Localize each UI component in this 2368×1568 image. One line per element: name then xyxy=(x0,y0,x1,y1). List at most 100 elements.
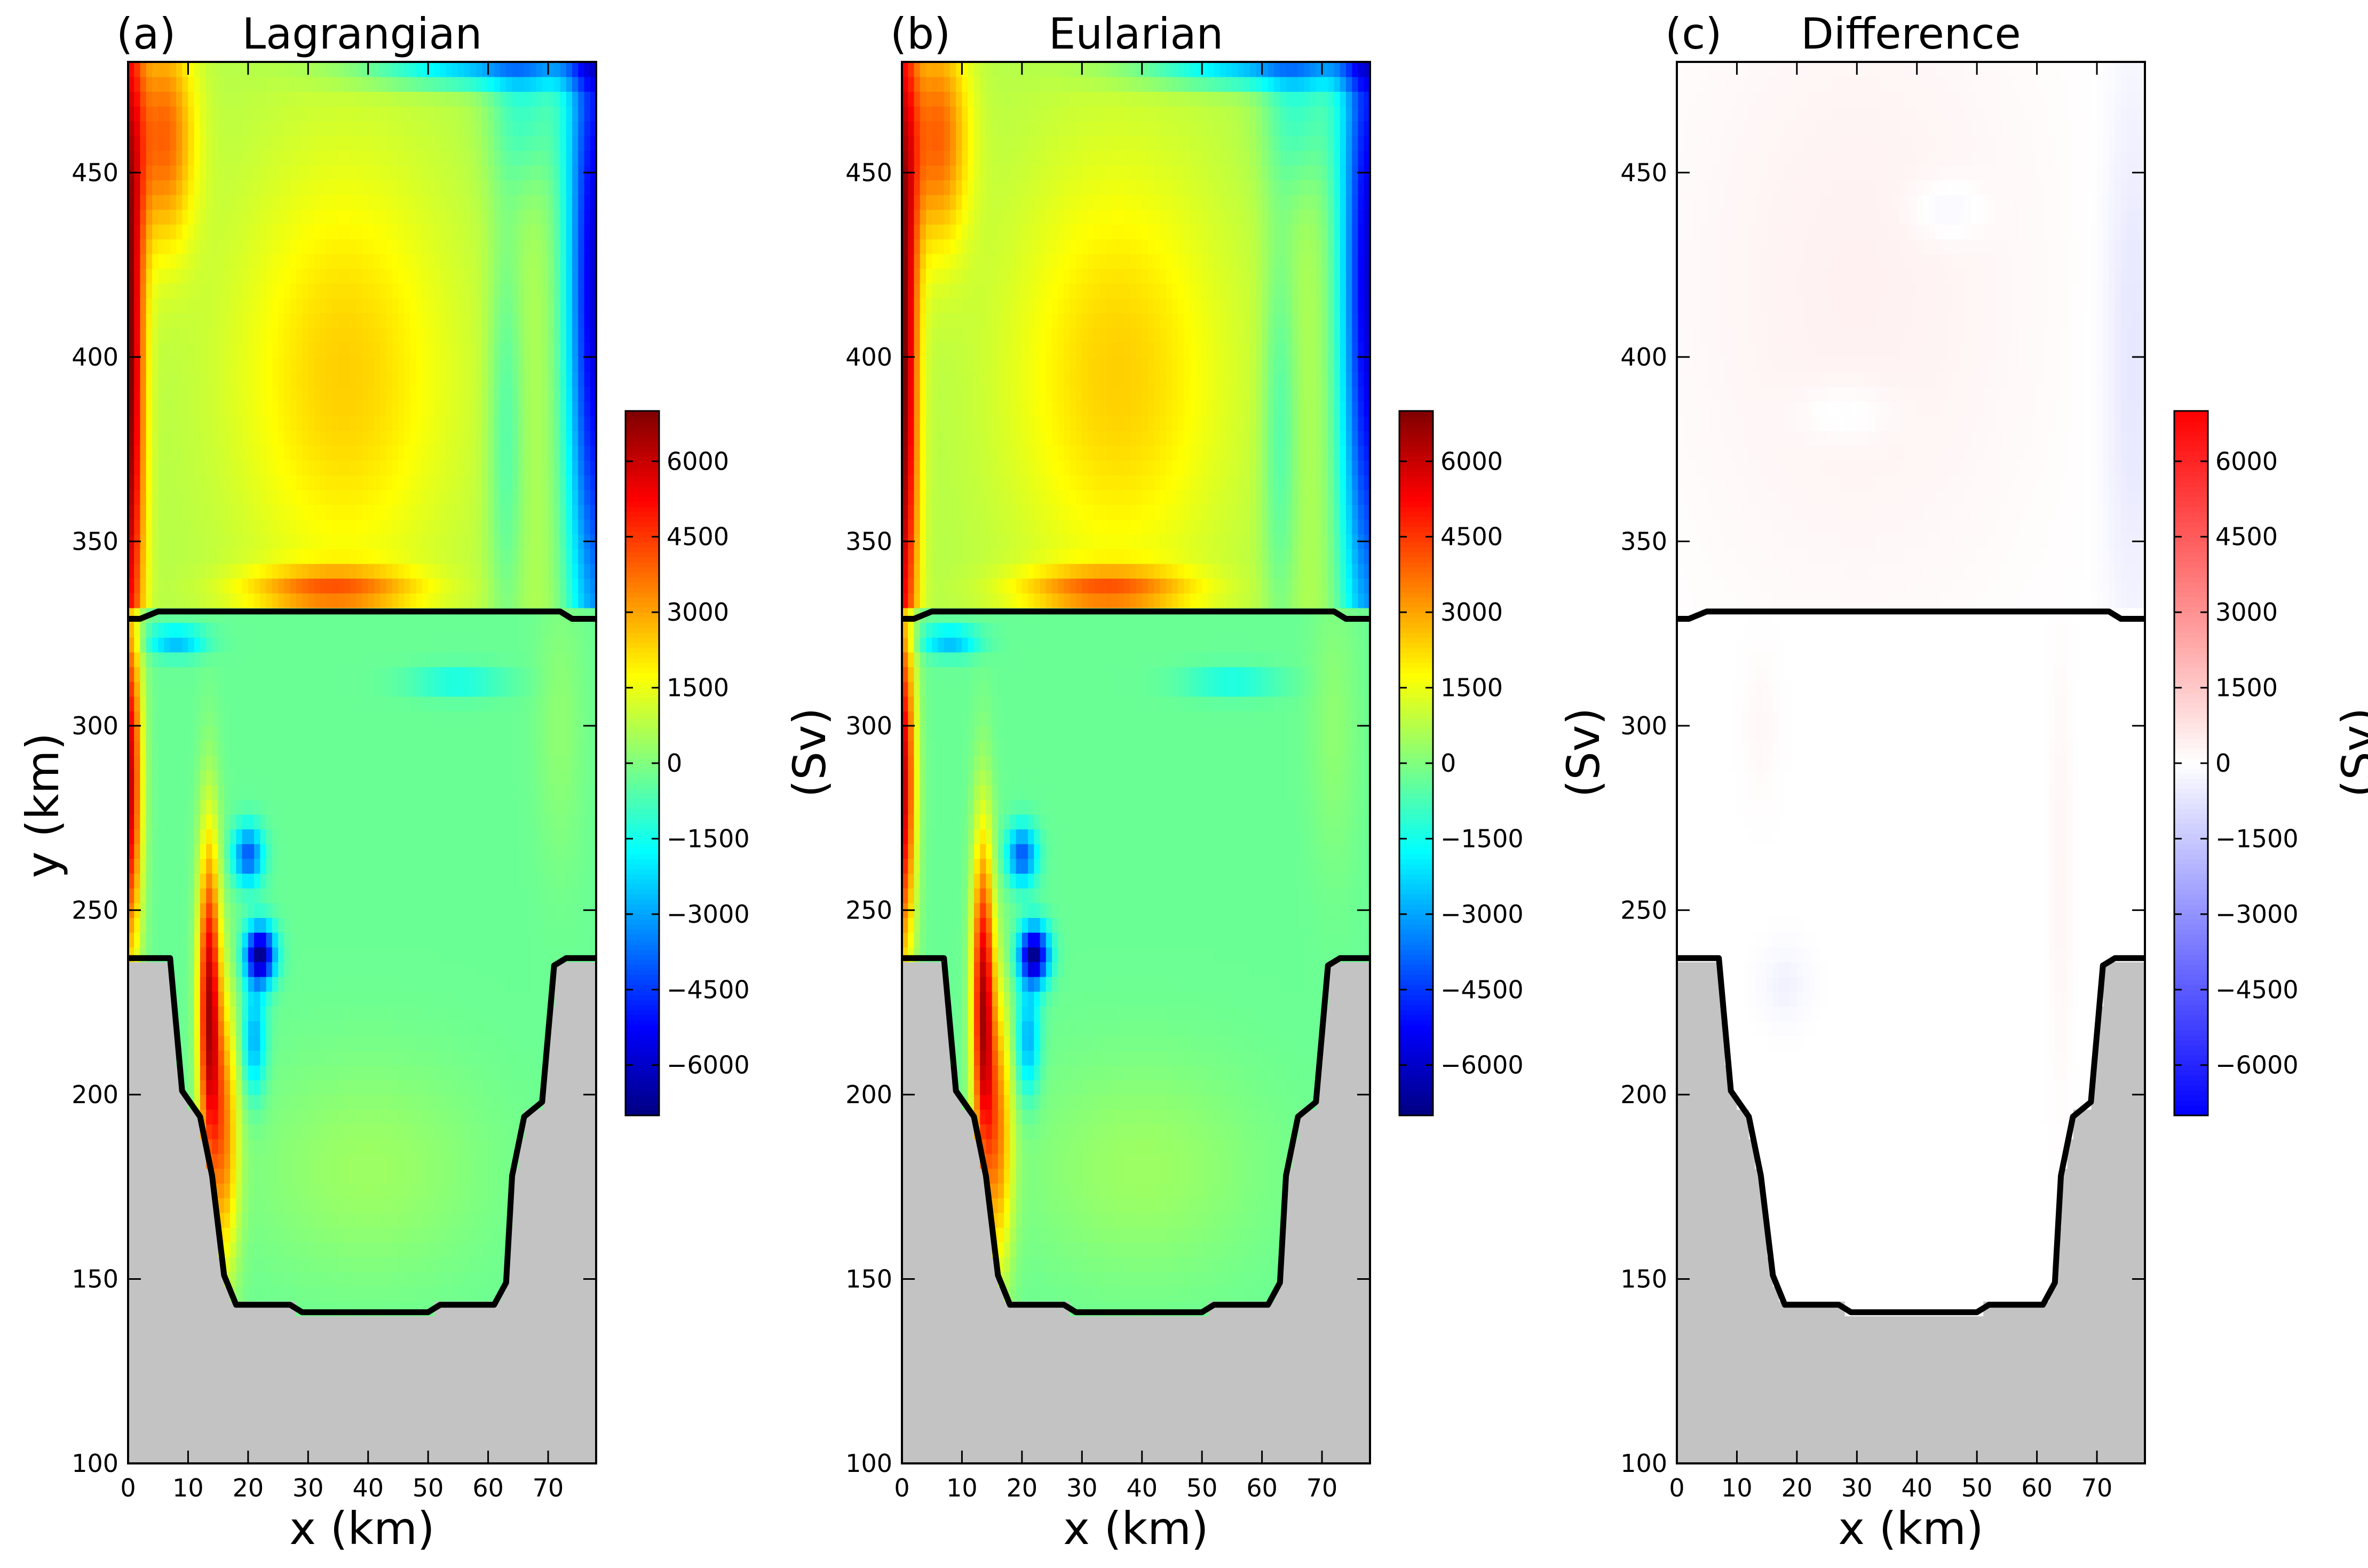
colorbar-tick-label: 6000 xyxy=(667,447,729,476)
x-tick-label: 0 xyxy=(1669,1474,1684,1502)
colorbar-tick-label: 0 xyxy=(1440,749,1456,778)
y-tick-label: 200 xyxy=(1620,1080,1667,1109)
heatmap-1 xyxy=(128,62,596,1463)
colorbar-tick-label: −6000 xyxy=(667,1051,750,1080)
colorbar-tick-label: 1500 xyxy=(667,674,729,702)
y-tick-label: 400 xyxy=(72,343,118,371)
colorbar-tick-label: −4500 xyxy=(2215,975,2299,1004)
colorbar-tick-label: 1500 xyxy=(2215,674,2278,702)
x-tick-label: 20 xyxy=(1007,1474,1038,1502)
y-tick-label: 450 xyxy=(1620,158,1667,187)
colorbar-tick-label: 4500 xyxy=(2215,522,2278,551)
heatmap-2 xyxy=(902,62,1370,1463)
colorbar-tick-label: 6000 xyxy=(2215,447,2278,476)
colorbar-2: 6000 4500 3000 1500 0 −1500 −3000 −4500 −6000 xyxy=(1398,410,1524,1116)
axes-frame xyxy=(127,61,597,1464)
x-tick-label: 50 xyxy=(413,1474,444,1502)
x-tick-label: 30 xyxy=(1841,1474,1873,1502)
section-line xyxy=(902,608,1370,622)
axes-frame xyxy=(901,61,1371,1464)
basin-outline xyxy=(128,955,596,1316)
axes-frame xyxy=(1676,61,2146,1464)
colorbar-tick-label: −1500 xyxy=(2215,824,2299,853)
colorbar-tick-label: −3000 xyxy=(1440,900,1524,929)
y-tick-label: 100 xyxy=(845,1449,892,1478)
panel-title: Eularian xyxy=(1048,9,1224,59)
colorbar-3: 6000 4500 3000 1500 0 −1500 −3000 −4500 −6000 xyxy=(2173,410,2299,1116)
y-tick-label: 150 xyxy=(845,1264,892,1293)
x-axis-label: x (km) xyxy=(1838,1502,1984,1555)
colorbar-label: (Sv) xyxy=(783,707,836,798)
basin-outline xyxy=(1677,955,2145,1316)
y-tick-label: 100 xyxy=(1620,1449,1667,1478)
y-tick-label: 350 xyxy=(1620,527,1667,556)
y-tick-label: 300 xyxy=(72,711,118,740)
panel-3: 0 10 20 30 40 50 60 70 100 150 200 250 300 350 400 450 6… xyxy=(1620,61,2299,1502)
x-tick-label: 0 xyxy=(894,1474,909,1502)
colorbar-tick-label: 0 xyxy=(667,749,682,778)
colorbar-label: (Sv) xyxy=(1557,707,1610,798)
x-tick-label: 30 xyxy=(292,1474,324,1502)
x-tick-label: 70 xyxy=(533,1474,564,1502)
y-tick-label: 150 xyxy=(72,1264,118,1293)
y-tick-label: 150 xyxy=(1620,1264,1667,1293)
y-tick-label: 450 xyxy=(845,158,892,187)
panel-letter: (c) xyxy=(1665,9,1722,59)
colorbar-tick-label: −3000 xyxy=(2215,900,2299,929)
colorbar-tick-label: −4500 xyxy=(1440,975,1524,1004)
y-tick-label: 450 xyxy=(72,158,118,187)
colorbar-tick-label: −6000 xyxy=(1440,1051,1524,1080)
colorbar-1: 6000 4500 3000 1500 0 −1500 −3000 −4500 −6000 xyxy=(624,410,750,1116)
x-axis-label: x (km) xyxy=(1063,1502,1209,1555)
y-tick-label: 100 xyxy=(72,1449,118,1478)
y-tick-label: 300 xyxy=(1620,711,1667,740)
panel-title: Difference xyxy=(1801,9,2021,59)
x-tick-label: 60 xyxy=(2021,1474,2053,1502)
panel-letter: (a) xyxy=(116,9,176,59)
y-tick-label: 200 xyxy=(72,1080,118,1109)
colorbar-tick-label: 3000 xyxy=(667,598,729,627)
panel-letter: (b) xyxy=(890,9,951,59)
colorbar-tick-label: 3000 xyxy=(1440,598,1503,627)
colorbar-tick-label: −1500 xyxy=(667,824,750,853)
y-tick-label: 400 xyxy=(1620,343,1667,371)
x-tick-label: 60 xyxy=(472,1474,504,1502)
y-tick-label: 350 xyxy=(845,527,892,556)
colorbar-tick-label: 3000 xyxy=(2215,598,2278,627)
x-tick-label: 60 xyxy=(1246,1474,1278,1502)
colorbar-tick-label: 4500 xyxy=(667,522,729,551)
y-tick-label: 350 xyxy=(72,527,118,556)
y-tick-label: 400 xyxy=(845,343,892,371)
x-tick-label: 50 xyxy=(1186,1474,1218,1502)
x-tick-label: 30 xyxy=(1066,1474,1098,1502)
panel-2: 0 10 20 30 40 50 60 70 100 150 200 250 300 350 400 450 6… xyxy=(845,61,1524,1502)
x-axis-label: x (km) xyxy=(289,1502,435,1555)
y-tick-label: 300 xyxy=(845,711,892,740)
colorbar-label: (Sv) xyxy=(2332,707,2368,798)
colorbar-tick-label: 1500 xyxy=(1440,674,1503,702)
x-tick-label: 20 xyxy=(233,1474,264,1502)
x-tick-label: 40 xyxy=(1901,1474,1933,1502)
colorbar-tick-label: −1500 xyxy=(1440,824,1524,853)
colorbar-tick-label: 0 xyxy=(2215,749,2231,778)
basin-outline xyxy=(902,955,1370,1316)
x-tick-label: 20 xyxy=(1781,1474,1813,1502)
y-tick-label: 250 xyxy=(72,896,118,924)
colorbar-tick-label: −6000 xyxy=(2215,1051,2299,1080)
colorbar-tick-label: 6000 xyxy=(1440,447,1503,476)
x-tick-label: 70 xyxy=(2081,1474,2113,1502)
y-axis-label: y (km) xyxy=(17,732,69,878)
x-tick-label: 50 xyxy=(1961,1474,1993,1502)
colorbar-tick-label: −4500 xyxy=(667,975,750,1004)
x-tick-label: 40 xyxy=(352,1474,384,1502)
x-tick-label: 10 xyxy=(1721,1474,1753,1502)
section-line xyxy=(128,608,596,622)
y-tick-label: 250 xyxy=(1620,896,1667,924)
heatmap-3 xyxy=(1677,62,2145,1463)
panel-1: 0 10 20 30 40 50 60 70 100 150 200 250 300 350 400 450 6… xyxy=(72,61,750,1502)
y-tick-label: 200 xyxy=(845,1080,892,1109)
x-tick-label: 40 xyxy=(1126,1474,1158,1502)
panel-title: Lagrangian xyxy=(242,9,482,59)
x-tick-label: 70 xyxy=(1306,1474,1338,1502)
